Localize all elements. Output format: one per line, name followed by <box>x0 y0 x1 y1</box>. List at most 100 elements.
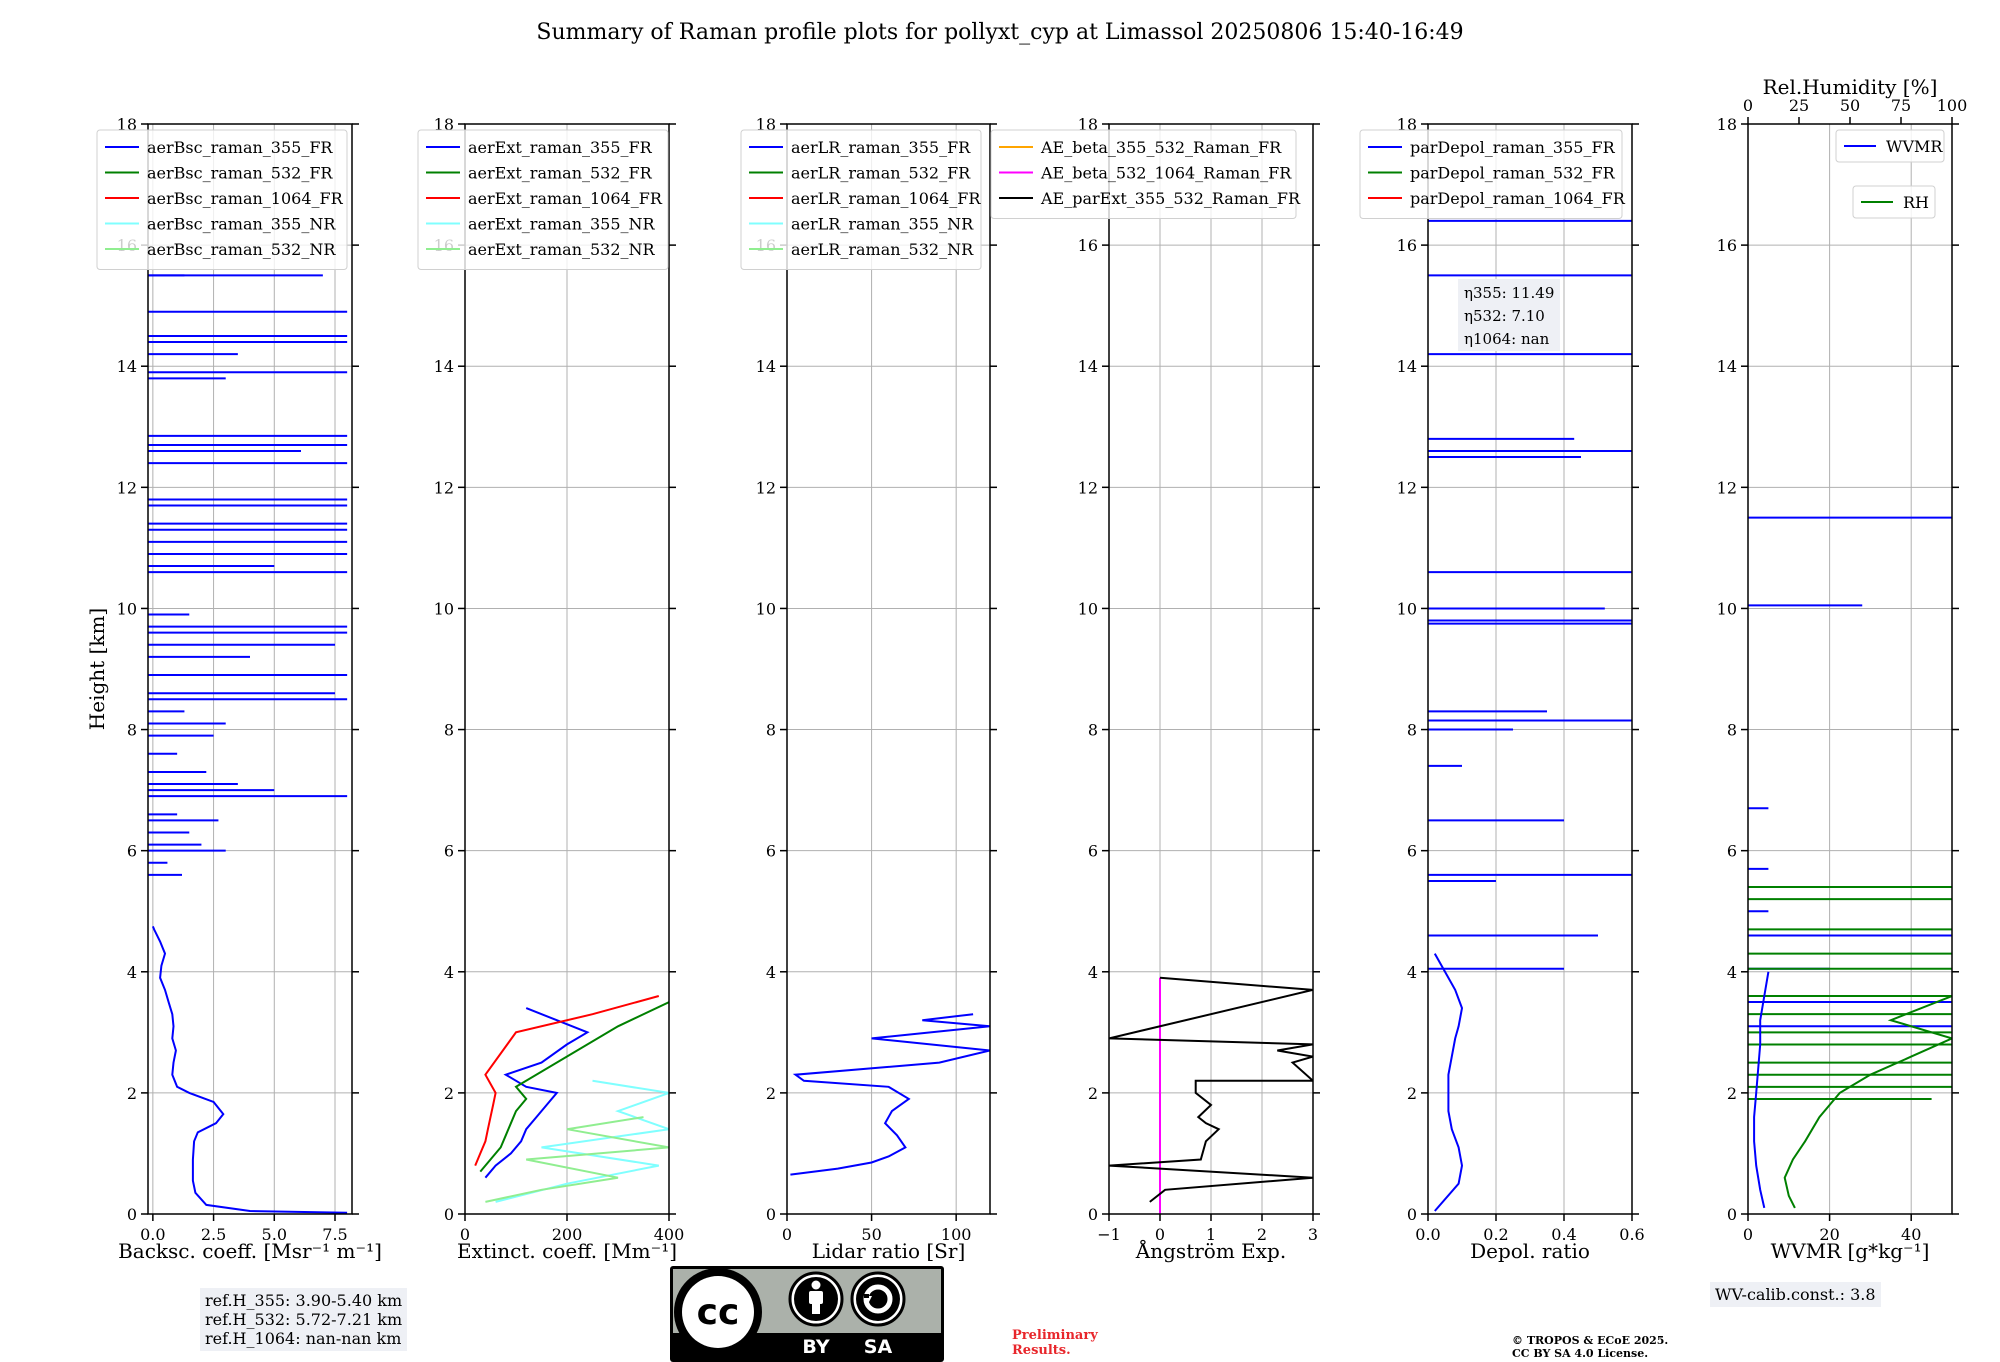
panel-extinction: 0246810121416180200400Extinct. coeff. [M… <box>417 115 685 1263</box>
y-tick-label: 18 <box>434 115 454 134</box>
copyright-line-1: © TROPOS & ECoE 2025. <box>1512 1334 1669 1347</box>
y-tick-label: 14 <box>1397 357 1417 376</box>
legend-box <box>96 129 348 270</box>
x-tick-label: 100 <box>941 1225 972 1244</box>
y-tick-label: 0 <box>1407 1205 1417 1224</box>
y-tick-label: 6 <box>1088 842 1098 861</box>
x-tick-label: 0 <box>1155 1225 1165 1244</box>
y-tick-label: 10 <box>117 599 137 618</box>
legend-entry: aerExt_raman_355_NR <box>468 215 656 234</box>
legend-entry: aerLR_raman_1064_FR <box>791 189 981 208</box>
x-tick-label: 0.6 <box>1619 1225 1644 1244</box>
y-tick-label: 4 <box>766 963 776 982</box>
y-tick-label: 10 <box>434 599 454 618</box>
x-tick-label: −1 <box>1097 1225 1121 1244</box>
y-tick-label: 4 <box>1088 963 1098 982</box>
axes-frame <box>786 123 991 1215</box>
axes-frame <box>147 123 353 1215</box>
x2-tick-label: 75 <box>1891 96 1911 115</box>
plot-area-wvmr <box>1748 516 1952 1209</box>
panel-depol: 0 2 4 6 8 10 12 14 16 18 0.0 0.2 0.4 0.6 Depol. ratio p… <box>1359 115 1645 1263</box>
x-tick-label: 0 <box>782 1225 792 1244</box>
preliminary-results-note: Preliminary Results. <box>1012 1328 1098 1358</box>
x-axis-label: WVMR [g*kg⁻¹] <box>1771 1239 1930 1263</box>
y-tick-label: 10 <box>756 599 776 618</box>
x-axis-label: Lidar ratio [Sr] <box>812 1239 966 1263</box>
y-tick-label: 2 <box>766 1084 776 1103</box>
cc-icon: cc <box>674 1268 762 1356</box>
y-tick-label: 10 <box>1717 599 1737 618</box>
x-tick-label: 1 <box>1206 1225 1216 1244</box>
legend-entry: WVMR <box>1886 137 1943 156</box>
y-tick-label: 18 <box>756 115 776 134</box>
y-tick-label: 10 <box>1397 599 1417 618</box>
x-tick-label: 0.4 <box>1551 1225 1576 1244</box>
series-line-aerExt_raman_532_FR <box>479 1001 669 1173</box>
x-axis-label: Backsc. coeff. [Msr⁻¹ m⁻¹] <box>118 1239 382 1263</box>
svg-text:cc: cc <box>697 1292 740 1333</box>
x-tick-label: 50 <box>861 1225 881 1244</box>
y-tick-label: 16 <box>1397 236 1417 255</box>
panel-lidar-ratio: 024681012141618050100Lidar ratio [Sr]aer… <box>740 115 997 1263</box>
attribution-icon <box>788 1271 844 1327</box>
series-line-aerExt_raman_1064_FR <box>474 995 660 1166</box>
x-tick-label: 0 <box>1743 1225 1753 1244</box>
series-line-aerExt_raman_355_NR <box>495 1079 669 1203</box>
legend-entry: aerBsc_raman_532_FR <box>147 164 333 183</box>
y-tick-label: 6 <box>1727 842 1737 861</box>
y-tick-label: 8 <box>1727 721 1737 740</box>
legend-box <box>1835 129 1945 163</box>
y-tick-label: 4 <box>127 963 137 982</box>
legend-lidar-ratio: aerLR_raman_355_FR aerLR_raman_532_FR aerL… <box>740 129 982 270</box>
legend-box <box>1852 185 1936 219</box>
cc-by-sa-badge: cc BY SA <box>670 1266 944 1362</box>
x-axis-label: Depol. ratio <box>1470 1239 1590 1263</box>
legend-entry: aerLR_raman_532_FR <box>791 164 971 183</box>
y-tick-label: 2 <box>1727 1084 1737 1103</box>
x-tick-label: 3 <box>1308 1225 1318 1244</box>
legend-entry: AE_beta_532_1064_Raman_FR <box>1040 164 1292 183</box>
y-tick-label: 18 <box>117 115 137 134</box>
legend-box <box>990 129 1297 219</box>
x-tick-label: 2.5 <box>201 1225 226 1244</box>
x2-tick-label: 50 <box>1840 96 1860 115</box>
legend-depol: parDepol_raman_355_FR parDepol_raman_532_… <box>1359 129 1626 219</box>
y-tick-label: 14 <box>117 357 137 376</box>
legend-box <box>1359 129 1623 219</box>
y-tick-label: 16 <box>1078 236 1098 255</box>
legend-box <box>740 129 982 270</box>
y-tick-label: 8 <box>127 721 137 740</box>
legend-backscatter: aerBsc_raman_355_FR aerBsc_raman_532_FRae… <box>96 129 348 270</box>
y-tick-label: 4 <box>444 963 454 982</box>
legend-box <box>417 129 669 270</box>
x2-tick-label: 25 <box>1789 96 1809 115</box>
y-tick-label: 2 <box>1407 1084 1417 1103</box>
y-tick-label: 12 <box>117 478 137 497</box>
y-tick-label: 12 <box>1078 478 1098 497</box>
x-tick-label: 0.2 <box>1483 1225 1508 1244</box>
y-tick-label: 6 <box>1407 842 1417 861</box>
legend-entry: parDepol_raman_1064_FR <box>1410 189 1626 208</box>
license-sa-label: SA <box>864 1336 893 1358</box>
legend-entry: aerExt_raman_532_NR <box>468 240 656 259</box>
annotation-box <box>1458 279 1560 351</box>
preliminary-line-2: Results. <box>1012 1343 1071 1358</box>
y-tick-label: 10 <box>1078 599 1098 618</box>
y-tick-label: 6 <box>444 842 454 861</box>
wv-calibration-box: WV-calib.const.: 3.8 <box>1710 1282 1881 1307</box>
y-tick-label: 12 <box>756 478 776 497</box>
x2-tick-label: 0 <box>1743 96 1753 115</box>
x-tick-label: 400 <box>654 1225 685 1244</box>
license-by-label: BY <box>802 1336 829 1358</box>
y-tick-label: 12 <box>434 478 454 497</box>
legend-entry: aerBsc_raman_355_NR <box>147 215 336 234</box>
ref-height-355: ref.H_355: 3.90-5.40 km <box>205 1291 403 1310</box>
y-tick-label: 12 <box>1717 478 1737 497</box>
copyright-note: © TROPOS & ECoE 2025. CC BY SA 4.0 Licen… <box>1512 1334 1668 1360</box>
wv-calib-constant: WV-calib.const.: 3.8 <box>1715 1285 1876 1304</box>
ref-height-532: ref.H_532: 5.72-7.21 km <box>205 1310 403 1329</box>
legend-entry: aerBsc_raman_355_FR <box>147 138 333 157</box>
